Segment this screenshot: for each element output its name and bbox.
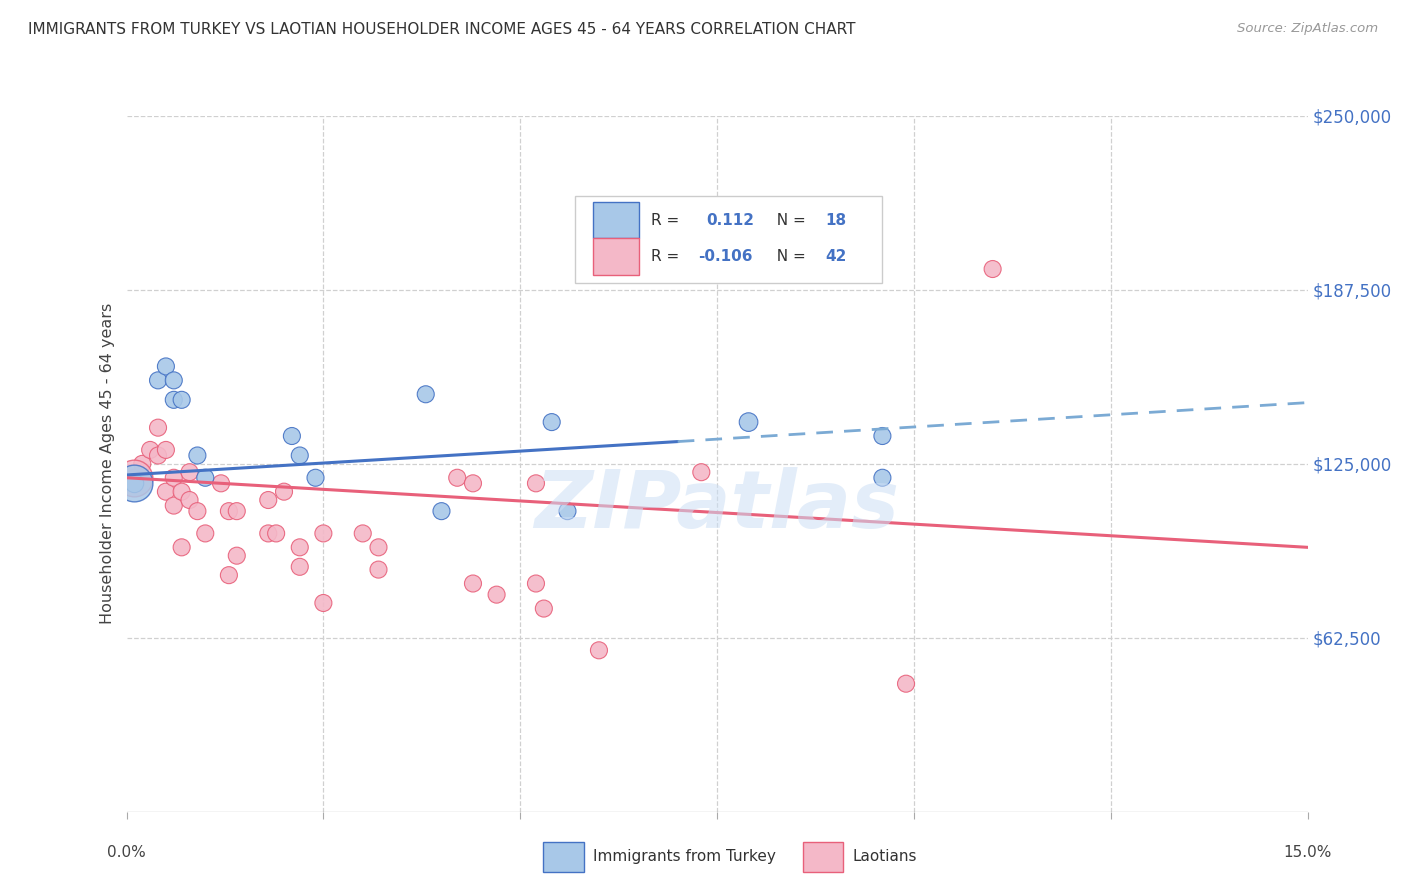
Point — [155, 484, 177, 499]
Point — [163, 499, 186, 513]
Point — [186, 504, 208, 518]
Point — [257, 493, 280, 508]
Text: IMMIGRANTS FROM TURKEY VS LAOTIAN HOUSEHOLDER INCOME AGES 45 - 64 YEARS CORRELAT: IMMIGRANTS FROM TURKEY VS LAOTIAN HOUSEH… — [28, 22, 856, 37]
Point — [179, 493, 201, 508]
Point — [170, 484, 193, 499]
Point — [273, 484, 295, 499]
Point — [170, 392, 193, 407]
Point — [352, 526, 374, 541]
Point — [124, 471, 146, 485]
Point — [557, 504, 579, 518]
Point — [225, 504, 247, 518]
Text: 0.112: 0.112 — [706, 213, 755, 227]
Text: N =: N = — [766, 213, 810, 227]
Text: Laotians: Laotians — [853, 849, 917, 864]
Text: R =: R = — [651, 213, 689, 227]
Point — [288, 449, 311, 463]
Point — [146, 420, 169, 434]
Point — [257, 526, 280, 541]
Text: 15.0%: 15.0% — [1284, 845, 1331, 860]
Point — [163, 392, 186, 407]
Point — [124, 476, 146, 491]
Point — [218, 504, 240, 518]
FancyBboxPatch shape — [593, 238, 640, 275]
Point — [524, 576, 547, 591]
Point — [194, 471, 217, 485]
Point — [186, 449, 208, 463]
Point — [588, 643, 610, 657]
Point — [209, 476, 232, 491]
Point — [163, 471, 186, 485]
Point — [288, 559, 311, 574]
Point — [124, 471, 146, 485]
Point — [170, 541, 193, 555]
FancyBboxPatch shape — [803, 842, 844, 872]
Point — [139, 442, 162, 457]
Point — [155, 442, 177, 457]
Point — [690, 465, 713, 479]
Point — [981, 262, 1004, 277]
Point — [415, 387, 437, 401]
Point — [288, 541, 311, 555]
Point — [367, 563, 389, 577]
Text: Immigrants from Turkey: Immigrants from Turkey — [593, 849, 776, 864]
Text: R =: R = — [651, 249, 685, 264]
Point — [430, 504, 453, 518]
Point — [461, 476, 484, 491]
Point — [312, 526, 335, 541]
Text: -0.106: -0.106 — [699, 249, 752, 264]
Text: ZIPatlas: ZIPatlas — [534, 467, 900, 545]
Point — [540, 415, 562, 429]
Point — [312, 596, 335, 610]
FancyBboxPatch shape — [575, 196, 883, 283]
Point — [225, 549, 247, 563]
Point — [524, 476, 547, 491]
Point — [446, 471, 468, 485]
Point — [179, 465, 201, 479]
Text: N =: N = — [766, 249, 810, 264]
Point — [485, 588, 508, 602]
Point — [894, 676, 917, 690]
Point — [194, 526, 217, 541]
Text: 18: 18 — [825, 213, 846, 227]
Text: Source: ZipAtlas.com: Source: ZipAtlas.com — [1237, 22, 1378, 36]
Point — [872, 471, 894, 485]
Point — [146, 449, 169, 463]
Point — [131, 457, 153, 471]
Point — [367, 541, 389, 555]
Point — [146, 373, 169, 387]
Point — [461, 576, 484, 591]
FancyBboxPatch shape — [593, 202, 640, 238]
Point — [281, 429, 304, 443]
Text: 42: 42 — [825, 249, 846, 264]
Point — [163, 373, 186, 387]
Text: 0.0%: 0.0% — [107, 845, 146, 860]
FancyBboxPatch shape — [544, 842, 583, 872]
Point — [872, 429, 894, 443]
Point — [533, 601, 555, 615]
Y-axis label: Householder Income Ages 45 - 64 years: Householder Income Ages 45 - 64 years — [100, 303, 115, 624]
Point — [124, 476, 146, 491]
Point — [218, 568, 240, 582]
Point — [737, 415, 759, 429]
Point — [264, 526, 287, 541]
Point — [304, 471, 326, 485]
Point — [155, 359, 177, 374]
